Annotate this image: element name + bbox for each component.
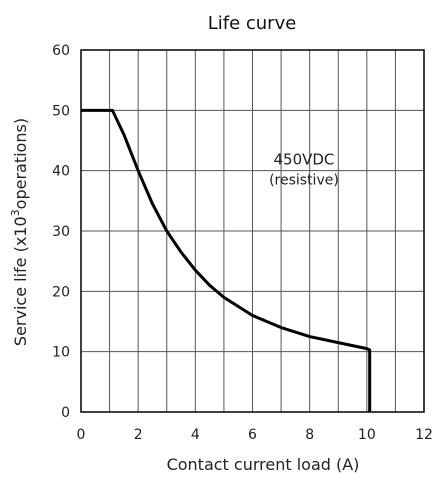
y-axis-title-main: Service life (x10 (11, 216, 30, 346)
y-gridlines (81, 109, 424, 353)
y-tick-label: 0 (61, 405, 70, 421)
x-tick-label: 0 (77, 427, 86, 443)
x-tick-label: 6 (248, 427, 257, 443)
x-axis-title: Contact current load (A) (167, 455, 360, 474)
x-tick-label: 2 (134, 427, 143, 443)
plot-frame (80, 49, 425, 413)
chart-title: Life curve (208, 13, 297, 34)
x-tick-label: 10 (358, 427, 376, 443)
x-tick-labels: 0 2 4 6 8 10 12 (77, 427, 432, 443)
y-axis-title-superscript: 3 (9, 209, 22, 216)
annotation-load-type: (resistive) (269, 173, 339, 189)
series-line-450vdc (81, 108, 372, 412)
y-axis-title: Service life (x103operations) (9, 118, 30, 346)
y-tick-label: 50 (52, 103, 70, 119)
annotation-voltage: 450VDC (273, 151, 334, 169)
x-tick-label: 12 (415, 427, 432, 443)
y-tick-label: 20 (52, 284, 70, 300)
y-tick-labels: 0 10 20 30 40 50 60 (52, 43, 70, 421)
x-tick-label: 8 (305, 427, 314, 443)
y-axis-title-tail: operations) (11, 118, 30, 209)
y-tick-label: 60 (52, 43, 70, 59)
x-tick-label: 4 (191, 427, 200, 443)
y-tick-label: 30 (52, 224, 70, 240)
y-tick-label: 10 (52, 345, 70, 361)
y-tick-label: 40 (52, 164, 70, 180)
